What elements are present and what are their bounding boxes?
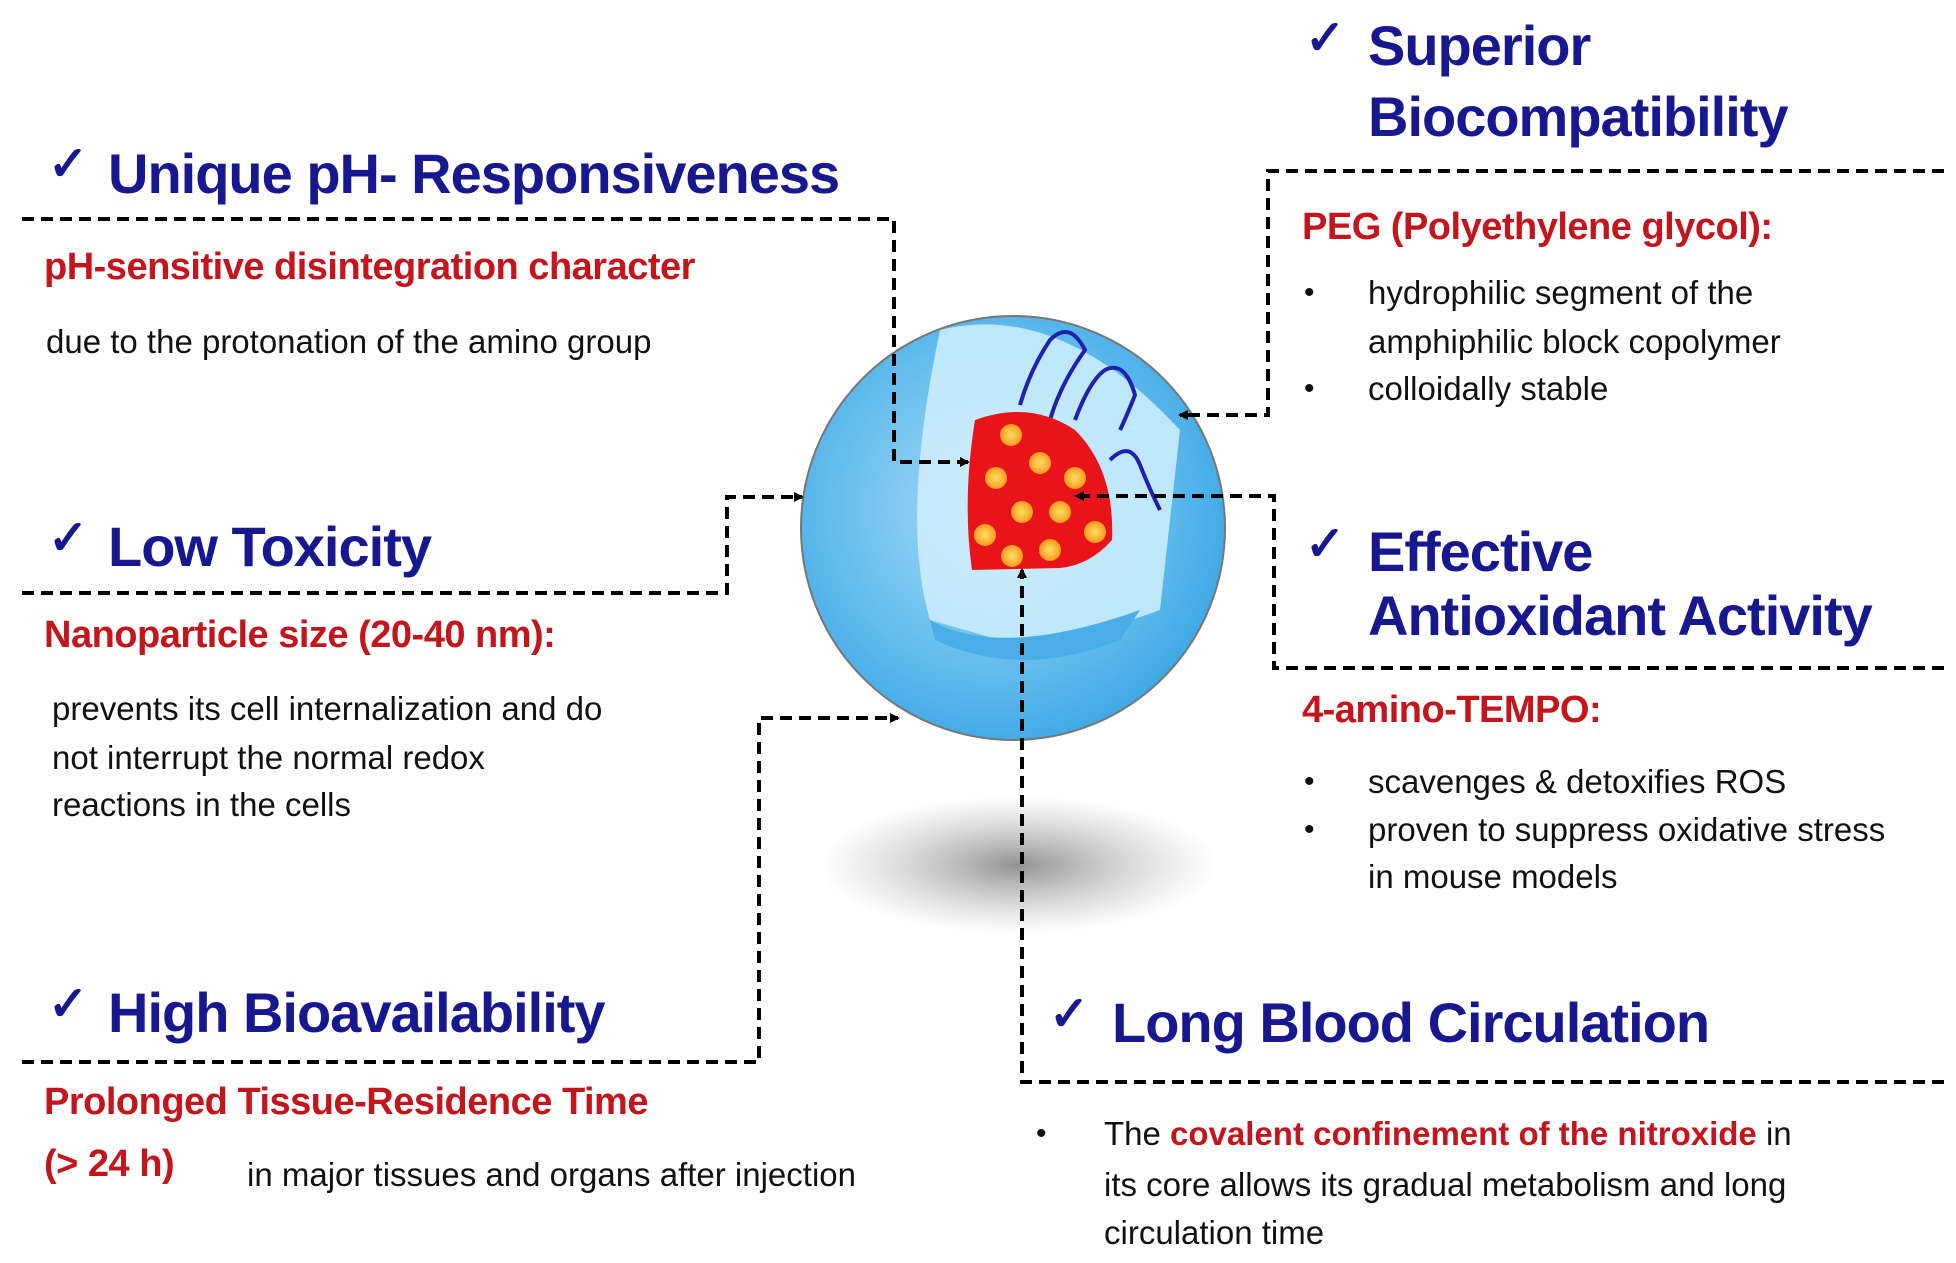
biocompat-subtitle: PEG (Polyethylene glycol): [1302, 206, 1773, 248]
biocompat-bullet: colloidally stable [1368, 370, 1609, 407]
antiox-subtitle: 4-amino-TEMPO: [1302, 689, 1602, 731]
biocompat-title-line2: Biocompatibility [1368, 85, 1789, 148]
bullet: • [1304, 813, 1315, 846]
check-icon: ✓ [1305, 12, 1346, 65]
toxicity-line: not interrupt the normal redox [52, 739, 485, 776]
check-icon: ✓ [48, 978, 89, 1031]
circulation-line: its core allows its gradual metabolism a… [1104, 1166, 1787, 1203]
antiox-title-line2: Antioxidant Activity [1368, 584, 1873, 647]
bullet: • [1304, 765, 1315, 798]
connector-ph [22, 217, 970, 467]
connector-antiox [1074, 491, 1944, 670]
antiox-line: in mouse models [1368, 858, 1618, 895]
ph-title: Unique pH- Responsiveness [108, 142, 840, 205]
connector-circulation [1017, 568, 1944, 1084]
biocompat-title-line1: Superior [1368, 14, 1591, 77]
ph-subtitle: pH-sensitive disintegration character [44, 246, 695, 288]
check-icon: ✓ [1305, 518, 1346, 571]
bio-subtitle: Prolonged Tissue-Residence Time [44, 1081, 648, 1123]
biocompat-bullet: hydrophilic segment of the [1368, 274, 1754, 311]
antiox-line: proven to suppress oxidative stress [1368, 811, 1886, 848]
circulation-text-pre: The [1104, 1115, 1171, 1152]
toxicity-subtitle: Nanoparticle size (20-40 nm): [44, 614, 556, 656]
circulation-line: circulation time [1104, 1214, 1325, 1251]
biocompat-bullet: amphiphilic block copolymer [1368, 323, 1781, 360]
circulation-text-post: in [1756, 1115, 1792, 1152]
cutaway-inner [930, 610, 1140, 660]
check-icon: ✓ [1049, 988, 1090, 1041]
bio-text: in major tissues and organs after inject… [247, 1156, 856, 1193]
bullet: • [1304, 372, 1315, 405]
bullet: • [1304, 276, 1315, 309]
core [967, 412, 1113, 570]
circulation-title: Long Blood Circulation [1112, 991, 1710, 1054]
bio-title: High Bioavailability [108, 981, 606, 1044]
circulation-highlight: covalent confinement of the nitroxide [1170, 1115, 1757, 1152]
core-dots [974, 424, 1106, 567]
antiox-title-line1: Effective [1368, 520, 1593, 583]
bullet: • [1036, 1117, 1047, 1150]
shadow [818, 795, 1218, 935]
bio-subtitle-duration: (> 24 h) [44, 1143, 175, 1185]
connector-lines [22, 169, 1944, 1084]
connector-biocompat [1178, 169, 1944, 420]
ph-text: due to the protonation of the amino grou… [46, 323, 652, 360]
connector-bio [22, 713, 900, 1064]
check-icon: ✓ [48, 138, 89, 191]
connector-toxicity [22, 492, 804, 595]
toxicity-line: reactions in the cells [52, 786, 351, 823]
toxicity-title: Low Toxicity [108, 515, 432, 578]
circulation-line-1: The covalent confinement of the nitroxid… [1104, 1117, 1792, 1150]
antiox-line: scavenges & detoxifies ROS [1368, 763, 1787, 800]
check-icon: ✓ [48, 512, 89, 565]
toxicity-line: prevents its cell internalization and do [52, 690, 603, 727]
